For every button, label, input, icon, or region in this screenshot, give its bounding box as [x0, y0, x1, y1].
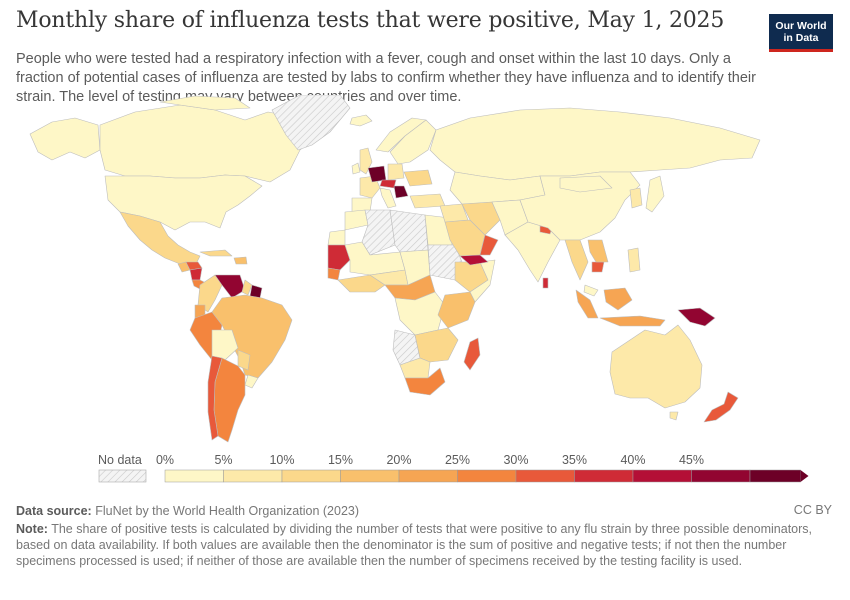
- data-source: Data source: FluNet by the World Health …: [16, 503, 834, 519]
- note-text: The share of positive tests is calculate…: [16, 522, 813, 568]
- region-western-sahara[interactable]: [327, 229, 346, 246]
- legend-bin[interactable]: [223, 469, 283, 483]
- region-tasmania[interactable]: [669, 411, 679, 421]
- region-philippines[interactable]: [627, 247, 641, 273]
- region-senegal[interactable]: [327, 267, 341, 281]
- region-namibia-botswana[interactable]: [399, 357, 431, 379]
- region-ireland[interactable]: [351, 162, 361, 175]
- region-venezuela[interactable]: [214, 274, 246, 299]
- region-czechia[interactable]: [379, 179, 397, 189]
- source-label: Data source:: [16, 504, 92, 518]
- region-italy[interactable]: [379, 187, 397, 209]
- region-yemen[interactable]: [459, 254, 489, 266]
- color-legend: No data 0% 5% 10% 15% 20% 25% 30% 35% 40% 45%: [98, 453, 809, 483]
- region-australia[interactable]: [609, 324, 703, 409]
- legend-tick-label: 5%: [214, 453, 232, 467]
- legend-bin[interactable]: [398, 469, 458, 483]
- region-algeria[interactable]: [361, 209, 396, 256]
- legend-bin[interactable]: [340, 469, 400, 483]
- logo-line-2: in Data: [783, 32, 819, 44]
- region-drc-congo[interactable]: [394, 291, 446, 336]
- region-myanmar-thailand[interactable]: [564, 239, 589, 281]
- legend-no-data-label: No data: [98, 453, 142, 467]
- region-oman[interactable]: [479, 234, 499, 256]
- region-madagascar[interactable]: [463, 337, 481, 371]
- region-japan[interactable]: [645, 175, 665, 213]
- region-poland[interactable]: [387, 163, 405, 181]
- region-west-africa-coast[interactable]: [337, 274, 386, 293]
- region-mexico[interactable]: [119, 211, 201, 267]
- world-map[interactable]: [0, 95, 850, 445]
- region-cambodia[interactable]: [591, 261, 605, 273]
- region-ukraine[interactable]: [403, 169, 433, 187]
- region-cuba[interactable]: [199, 249, 233, 257]
- region-china[interactable]: [519, 171, 641, 241]
- region-brazil[interactable]: [211, 294, 293, 379]
- legend-tick-label: 10%: [269, 453, 294, 467]
- legend-tick-label: 35%: [562, 453, 587, 467]
- legend-tick-label: 25%: [445, 453, 470, 467]
- region-paraguay[interactable]: [237, 349, 251, 371]
- region-malaysia[interactable]: [583, 284, 599, 297]
- legend-bin[interactable]: [281, 469, 341, 483]
- owid-logo[interactable]: Our World in Data: [769, 14, 833, 52]
- region-sri-lanka[interactable]: [542, 277, 549, 289]
- legend-bin[interactable]: [749, 469, 801, 483]
- legend-bin[interactable]: [164, 469, 224, 483]
- legend-tick-label: 15%: [328, 453, 353, 467]
- logo-line-1: Our World: [775, 20, 827, 32]
- legend-tick-labels: 0% 5% 10% 15% 20% 25% 30% 35% 40% 45%: [156, 453, 704, 467]
- region-russia[interactable]: [429, 107, 761, 181]
- legend-bin[interactable]: [574, 469, 634, 483]
- chart-note: Note: The share of positive tests is cal…: [16, 521, 834, 569]
- region-mauritania[interactable]: [327, 244, 351, 271]
- note-label: Note:: [16, 522, 48, 536]
- source-link[interactable]: FluNet by the World Health Organization …: [95, 504, 360, 518]
- region-hispaniola[interactable]: [233, 256, 248, 265]
- legend-no-data-swatch: [98, 469, 147, 483]
- region-libya[interactable]: [389, 209, 429, 253]
- region-argentina[interactable]: [213, 357, 246, 443]
- chart-title: Monthly share of influenza tests that we…: [16, 8, 725, 33]
- region-iceland[interactable]: [349, 114, 373, 127]
- region-new-zealand[interactable]: [703, 391, 739, 423]
- region-canadian-arctic-islands[interactable]: [159, 95, 251, 111]
- region-sweden-finland[interactable]: [389, 119, 437, 165]
- region-guyana[interactable]: [241, 279, 253, 296]
- region-nicaragua[interactable]: [189, 267, 203, 281]
- region-balkans[interactable]: [393, 185, 409, 199]
- region-chile[interactable]: [207, 355, 223, 441]
- legend-tick-label: 20%: [386, 453, 411, 467]
- region-morocco[interactable]: [344, 209, 369, 231]
- legend-bin[interactable]: [691, 469, 751, 483]
- region-south-africa[interactable]: [404, 367, 446, 396]
- chart-subtitle: People who were tested had a respiratory…: [16, 51, 756, 105]
- region-sumatra[interactable]: [575, 289, 599, 319]
- legend-bin[interactable]: [632, 469, 692, 483]
- legend-arrow: [800, 470, 809, 482]
- region-kenya-tanzania[interactable]: [437, 291, 476, 329]
- region-mongolia[interactable]: [559, 175, 613, 193]
- region-iraq-syria[interactable]: [439, 203, 469, 223]
- legend-tick-label: 40%: [620, 453, 645, 467]
- region-alaska[interactable]: [29, 117, 101, 161]
- region-indonesia-east[interactable]: [599, 315, 666, 327]
- legend-color-bins: [164, 469, 809, 483]
- region-greenland[interactable]: [271, 95, 351, 151]
- legend-tick-label: 30%: [503, 453, 528, 467]
- legend-bin[interactable]: [457, 469, 517, 483]
- region-vietnam-laos[interactable]: [587, 239, 609, 263]
- region-korea[interactable]: [629, 187, 643, 209]
- region-bolivia[interactable]: [211, 329, 239, 361]
- license-label[interactable]: CC BY: [793, 503, 832, 517]
- region-uruguay[interactable]: [244, 374, 259, 389]
- region-papua-new-guinea[interactable]: [677, 307, 716, 327]
- region-borneo[interactable]: [603, 287, 633, 311]
- legend-tick-label: 0%: [156, 453, 174, 467]
- legend-tick-label: 45%: [679, 453, 704, 467]
- legend-bin[interactable]: [515, 469, 575, 483]
